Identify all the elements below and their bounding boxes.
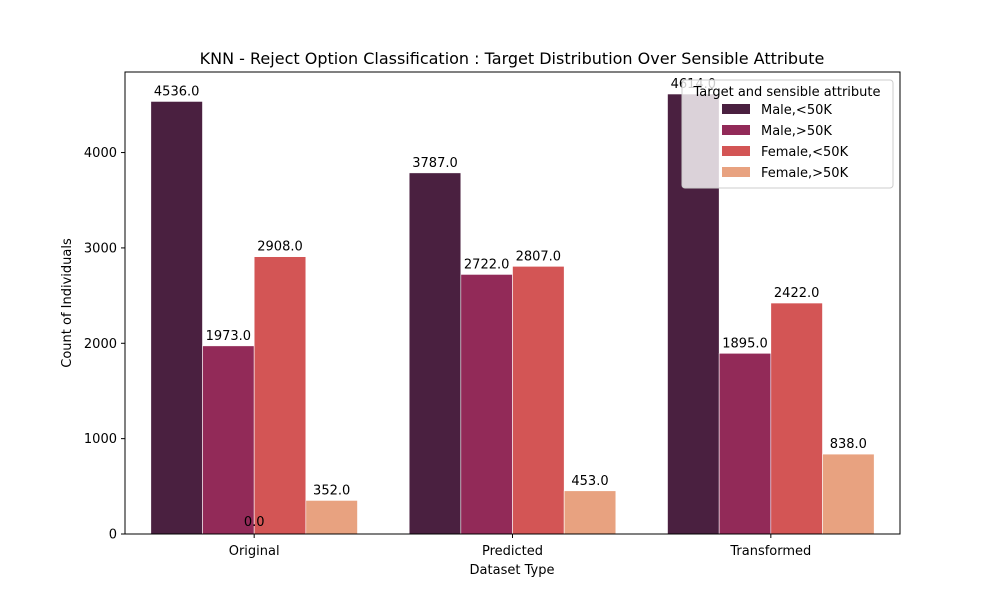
bar bbox=[718, 352, 772, 535]
legend-item-label: Male,>50K bbox=[761, 124, 832, 139]
bar-value-label: 352.0 bbox=[313, 483, 350, 498]
x-tick-label: Transformed bbox=[729, 544, 811, 559]
legend-swatch bbox=[722, 104, 750, 114]
bar-value-label: 2807.0 bbox=[516, 249, 562, 264]
x-axis: Original Predicted Transformed bbox=[229, 534, 811, 559]
y-tick-label: 1000 bbox=[84, 432, 117, 447]
y-axis-label: Count of Individuals bbox=[60, 238, 75, 368]
bar-value-label: 838.0 bbox=[830, 437, 867, 452]
bar-value-label: 453.0 bbox=[571, 474, 608, 489]
bar-value-label: 2908.0 bbox=[257, 240, 303, 255]
bar-value-label: 2422.0 bbox=[774, 286, 820, 301]
legend-swatch bbox=[722, 167, 750, 177]
bar bbox=[770, 302, 823, 535]
legend-item-label: Male,<50K bbox=[761, 103, 832, 118]
chart-title: KNN - Reject Option Classification : Tar… bbox=[200, 49, 825, 68]
y-tick-label: 0 bbox=[109, 528, 117, 543]
bar bbox=[822, 453, 875, 535]
y-tick-label: 2000 bbox=[84, 337, 117, 352]
bar bbox=[150, 101, 203, 535]
bar bbox=[460, 274, 513, 535]
bars-group bbox=[150, 93, 875, 535]
y-tick-label: 3000 bbox=[84, 241, 117, 256]
bar bbox=[305, 500, 358, 535]
zero-value-annotation: 0.0 bbox=[244, 515, 265, 530]
bar-value-label: 2722.0 bbox=[464, 257, 510, 272]
legend-title: Target and sensible attribute bbox=[692, 85, 880, 100]
bar bbox=[253, 256, 307, 535]
bar-value-label: 3787.0 bbox=[412, 156, 458, 171]
legend-item-label: Female,<50K bbox=[761, 145, 849, 160]
legend-item-label: Female,>50K bbox=[761, 166, 849, 181]
y-tick-label: 4000 bbox=[84, 146, 117, 161]
bar bbox=[512, 266, 565, 535]
legend-items: Male,<50K Male,>50K Female,<50K Female,>50K bbox=[722, 103, 849, 181]
x-axis-label: Dataset Type bbox=[470, 563, 555, 578]
legend: Target and sensible attribute Male,<50KM… bbox=[681, 79, 894, 189]
bar bbox=[408, 172, 462, 535]
bar bbox=[202, 345, 255, 535]
bar bbox=[563, 490, 617, 535]
x-tick-label: Predicted bbox=[482, 544, 543, 559]
legend-swatch bbox=[722, 146, 750, 156]
bar-value-label: 4536.0 bbox=[154, 84, 200, 99]
bar-value-label: 1973.0 bbox=[206, 329, 252, 344]
y-axis: 0 1000 2000 3000 4000 bbox=[84, 146, 125, 543]
x-tick-label: Original bbox=[229, 544, 280, 559]
bar-value-label: 1895.0 bbox=[722, 336, 768, 351]
legend-swatch bbox=[722, 125, 750, 135]
